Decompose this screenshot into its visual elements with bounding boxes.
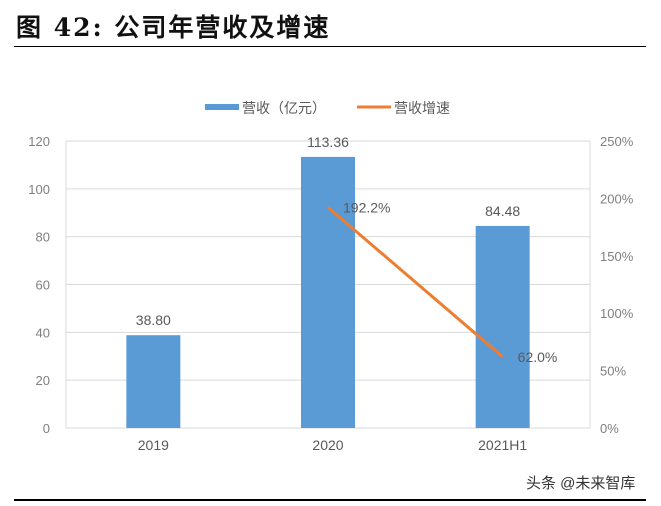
footer-rule bbox=[14, 499, 646, 501]
x-axis-labels: 2019 2020 2021H1 bbox=[138, 437, 528, 453]
category-label: 2019 bbox=[138, 437, 169, 453]
left-tick-label: 80 bbox=[36, 230, 50, 245]
left-tick-label: 0 bbox=[43, 421, 50, 436]
left-tick-label: 20 bbox=[36, 373, 50, 388]
right-axis-ticks: 0% 50% 100% 150% 200% 250% bbox=[600, 134, 634, 436]
growth-value-label: 62.0% bbox=[518, 349, 558, 365]
growth-polyline bbox=[327, 206, 504, 358]
category-label: 2021H1 bbox=[478, 437, 527, 453]
revenue-bar bbox=[126, 335, 181, 428]
revenue-bar bbox=[301, 156, 355, 428]
left-tick-label: 120 bbox=[28, 134, 50, 149]
title-rule bbox=[14, 46, 646, 47]
growth-value-label: 192.2% bbox=[343, 199, 390, 215]
right-tick-label: 100% bbox=[600, 306, 634, 321]
bar-value-label: 113.36 bbox=[307, 134, 349, 150]
category-label: 2020 bbox=[312, 437, 343, 453]
bar-value-label: 84.48 bbox=[485, 203, 520, 219]
growth-line: 192.2% 62.0% bbox=[327, 199, 558, 365]
left-tick-label: 60 bbox=[36, 278, 50, 293]
figure-title: 图 42: 公司年营收及增速 bbox=[16, 13, 331, 42]
right-tick-label: 200% bbox=[600, 191, 634, 206]
legend-bar-label: 营收（亿元） bbox=[242, 100, 326, 116]
left-tick-label: 100 bbox=[28, 182, 50, 197]
left-tick-label: 40 bbox=[36, 325, 50, 340]
right-tick-label: 0% bbox=[600, 421, 619, 436]
right-tick-label: 250% bbox=[600, 134, 634, 149]
right-tick-label: 150% bbox=[600, 249, 634, 264]
right-tick-label: 50% bbox=[600, 364, 626, 379]
bars: 38.80 113.36 84.48 bbox=[126, 134, 530, 428]
left-axis-ticks: 0 20 40 60 80 100 120 bbox=[28, 134, 50, 436]
legend: 营收（亿元） 营收增速 bbox=[205, 100, 450, 116]
bar-value-label: 38.80 bbox=[136, 312, 171, 328]
legend-bar-swatch bbox=[205, 104, 239, 110]
revenue-bar bbox=[475, 225, 530, 428]
legend-line-label: 营收增速 bbox=[394, 100, 450, 116]
watermark: 头条 @未来智库 bbox=[526, 475, 636, 492]
